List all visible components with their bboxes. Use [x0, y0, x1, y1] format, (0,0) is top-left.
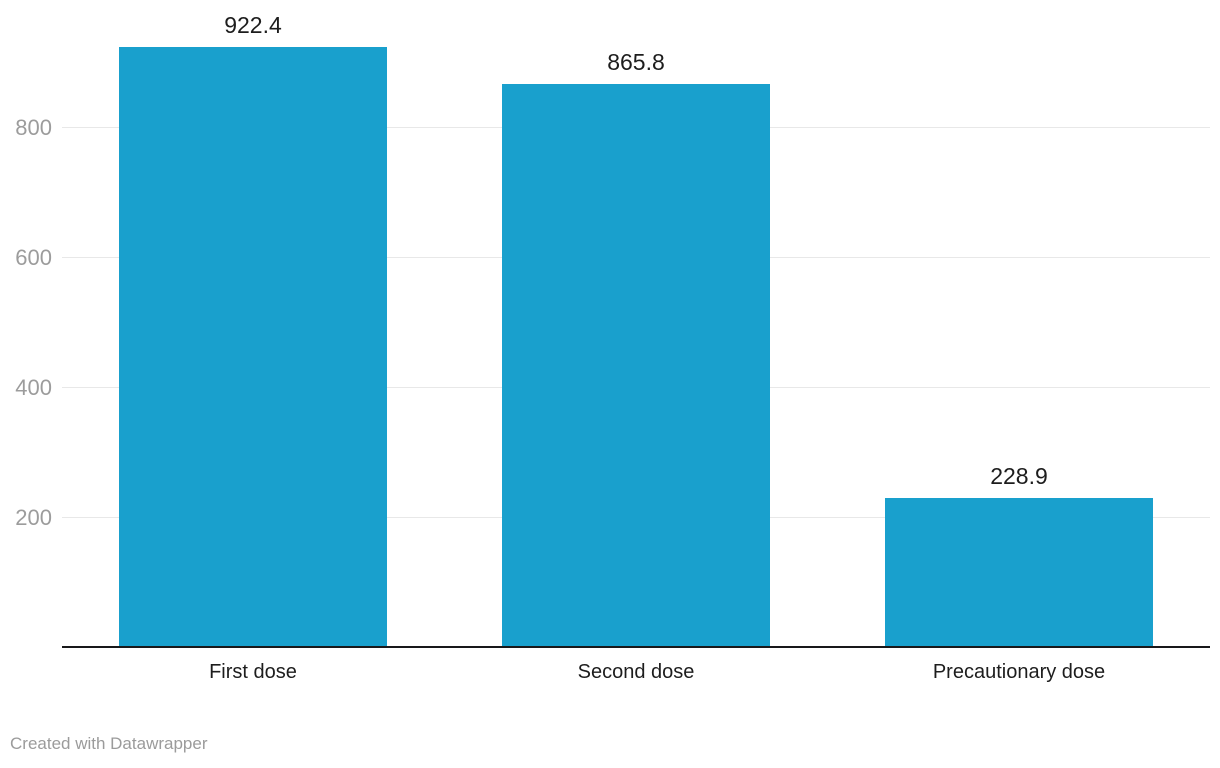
x-axis-line — [62, 646, 1210, 648]
value-label-922.4: 922.4 — [224, 12, 282, 38]
y-tick-label-200: 200 — [15, 505, 52, 530]
category-label-precautionary-dose: Precautionary dose — [932, 661, 1106, 683]
bar-second-dose[interactable] — [502, 84, 770, 646]
datawrapper-credit: Created with Datawrapper — [10, 734, 208, 753]
category-label-second-dose: Second dose — [577, 661, 695, 683]
y-tick-label-800: 800 — [15, 115, 52, 140]
value-label-228.9: 228.9 — [990, 463, 1048, 489]
y-tick-label-600: 600 — [15, 245, 52, 270]
value-label-865.8: 865.8 — [607, 49, 665, 75]
bar-first-dose[interactable] — [119, 47, 387, 646]
bar-precautionary-dose[interactable] — [885, 498, 1153, 646]
category-label-first-dose: First dose — [209, 661, 297, 683]
y-tick-label-400: 400 — [15, 375, 52, 400]
